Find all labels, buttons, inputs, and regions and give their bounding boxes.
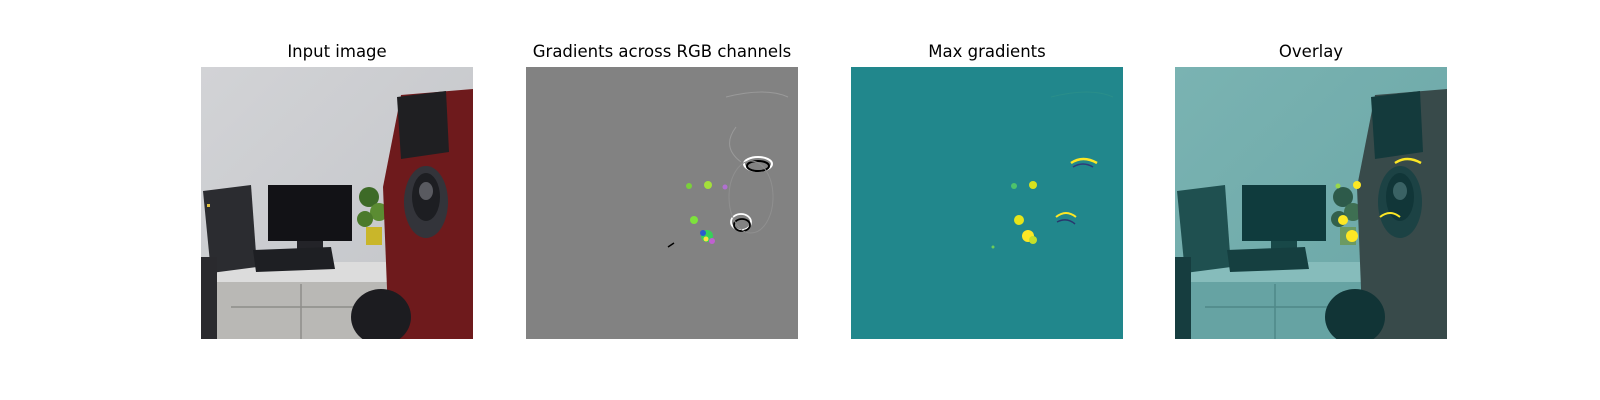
panel-title-gradients: Gradients across RGB channels (532, 42, 792, 61)
overlay-panel (1175, 67, 1447, 339)
gradients-map (526, 67, 798, 339)
computer-tower (203, 185, 257, 273)
gradients-panel (526, 67, 798, 339)
monitor (268, 185, 352, 241)
panel-title-overlay: Overlay (1278, 42, 1344, 61)
input-photo (201, 67, 473, 339)
max-gradients-panel (851, 67, 1123, 339)
plant (359, 187, 379, 207)
panel-title-max-gradients: Max gradients (928, 42, 1046, 61)
max-gradients-map (851, 67, 1123, 339)
overlay-image (1175, 67, 1447, 339)
panel-title-input: Input image (287, 42, 387, 61)
input-image-panel (201, 67, 473, 339)
keyboard (253, 247, 335, 272)
